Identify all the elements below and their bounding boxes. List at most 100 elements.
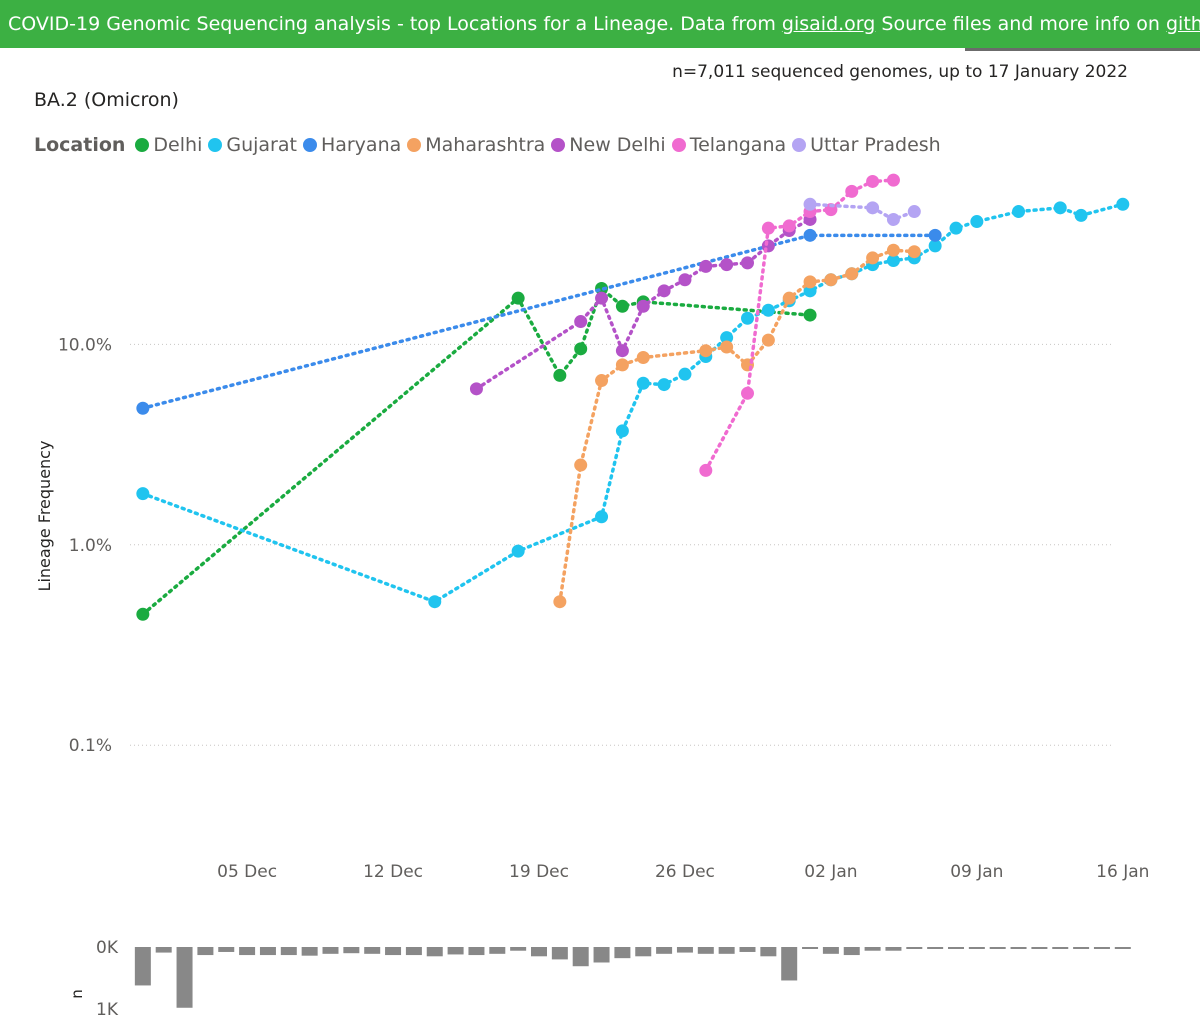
data-point-gujarat — [657, 378, 671, 392]
count-bar — [781, 947, 798, 981]
data-point-new-delhi — [574, 315, 588, 329]
data-point-uttar-pradesh — [866, 201, 880, 215]
data-point-new-delhi — [469, 382, 483, 396]
count-bar — [1010, 947, 1027, 949]
data-point-new-delhi — [636, 299, 650, 313]
series-line-haryana — [141, 233, 937, 411]
count-bar — [134, 947, 151, 986]
legend-dot — [407, 138, 422, 152]
count-bar — [531, 947, 547, 957]
count-bar — [176, 947, 193, 1008]
bar-y-tick-label: 1K — [96, 1000, 119, 1020]
x-tick-label: 09 Jan — [950, 862, 1003, 882]
banner-text-before: COVID-19 Genomic Sequencing analysis - t… — [8, 13, 782, 35]
count-bar — [405, 947, 422, 956]
series-uttar-pradesh — [803, 197, 921, 226]
series-gujarat — [136, 197, 1130, 609]
data-point-new-delhi — [615, 344, 629, 358]
data-point-gujarat — [595, 510, 609, 524]
frequency-line-chart[interactable]: 10.0% 1.0% 0.1% Lineage Frequency 05 Dec 12 D… — [0, 0, 1200, 900]
count-bar — [885, 947, 902, 951]
legend-item-maharashtra[interactable]: Maharashtra — [407, 134, 545, 156]
count-bar — [510, 947, 527, 951]
data-point-gujarat — [678, 367, 692, 381]
count-bar — [906, 947, 923, 949]
legend-item-uttar-pradesh[interactable]: Uttar Pradesh — [792, 134, 941, 156]
legend-item-telangana[interactable]: Telangana — [671, 134, 787, 156]
data-point-telangana — [866, 174, 880, 188]
legend-label: New Delhi — [569, 134, 666, 156]
data-point-uttar-pradesh — [803, 197, 817, 211]
data-point-maharashtra — [699, 344, 713, 358]
legend-item-gujarat[interactable]: Gujarat — [208, 134, 297, 156]
count-bar — [1031, 947, 1048, 949]
series-new-delhi — [469, 212, 817, 396]
data-point-maharashtra — [845, 267, 859, 281]
count-bar — [343, 947, 360, 954]
data-point-gujarat — [761, 303, 775, 317]
github-link[interactable]: github — [1166, 13, 1200, 35]
bar-y-tick-label: 0K — [96, 938, 119, 958]
data-point-haryana — [928, 228, 942, 242]
count-bar — [551, 947, 568, 960]
data-point-new-delhi — [595, 291, 609, 305]
data-point-gujarat — [803, 284, 817, 298]
count-bar — [468, 947, 485, 956]
count-bar — [718, 947, 735, 954]
legend-item-new-delhi[interactable]: New Delhi — [551, 134, 666, 156]
gisaid-link[interactable]: gisaid.org — [781, 13, 876, 35]
count-bar — [364, 947, 381, 954]
data-point-maharashtra — [866, 251, 880, 265]
count-bar — [259, 947, 276, 956]
header-banner: COVID-19 Genomic Sequencing analysis - t… — [0, 0, 1200, 48]
count-bar — [802, 947, 819, 949]
legend-dot — [551, 138, 566, 152]
series-telangana — [699, 173, 900, 477]
count-bar — [739, 947, 756, 952]
data-point-delhi — [553, 368, 567, 382]
series-line-delhi — [141, 285, 812, 617]
count-bar — [1073, 947, 1090, 949]
legend-label: Gujarat — [226, 134, 297, 156]
data-point-gujarat — [970, 215, 984, 229]
count-bar — [822, 947, 839, 954]
banner-text-middle: Source files and more info on — [875, 13, 1166, 35]
chart-subtitle: n=7,011 sequenced genomes, up to 17 Janu… — [672, 62, 1128, 82]
data-point-new-delhi — [699, 259, 713, 273]
count-bar — [843, 947, 860, 956]
data-point-haryana — [136, 401, 150, 415]
bar-y-axis-title: n — [68, 989, 86, 999]
count-bar — [322, 947, 339, 954]
data-point-gujarat — [949, 221, 963, 235]
data-point-maharashtra — [907, 245, 921, 259]
data-point-delhi — [574, 342, 588, 356]
data-point-telangana — [782, 219, 796, 233]
legend-label: Maharashtra — [425, 134, 546, 156]
legend-item-delhi[interactable]: Delhi — [135, 134, 202, 156]
data-point-uttar-pradesh — [886, 212, 900, 226]
x-tick-label: 16 Jan — [1096, 862, 1149, 882]
data-point-delhi — [803, 308, 817, 322]
count-bar — [760, 947, 777, 957]
legend-label: Telangana — [689, 134, 787, 156]
count-bar — [968, 947, 985, 949]
legend-item-haryana[interactable]: Haryana — [302, 134, 401, 156]
count-bar — [447, 947, 464, 955]
count-bar — [697, 947, 714, 954]
count-bar — [614, 947, 631, 959]
series-line-uttar-pradesh — [808, 202, 917, 222]
data-point-maharashtra — [636, 350, 650, 364]
data-point-maharashtra — [803, 275, 817, 289]
data-point-gujarat — [615, 424, 629, 438]
data-point-new-delhi — [741, 256, 754, 270]
data-point-maharashtra — [824, 273, 838, 287]
data-point-gujarat — [886, 254, 900, 268]
chart-title: BA.2 (Omicron) — [34, 89, 179, 111]
count-bar — [593, 947, 610, 963]
data-point-gujarat — [636, 376, 650, 390]
legend-label: Delhi — [153, 134, 203, 156]
count-bar — [676, 947, 693, 953]
count-bar — [197, 947, 214, 956]
data-point-gujarat — [1012, 205, 1026, 219]
x-tick-label: 12 Dec — [363, 862, 423, 882]
